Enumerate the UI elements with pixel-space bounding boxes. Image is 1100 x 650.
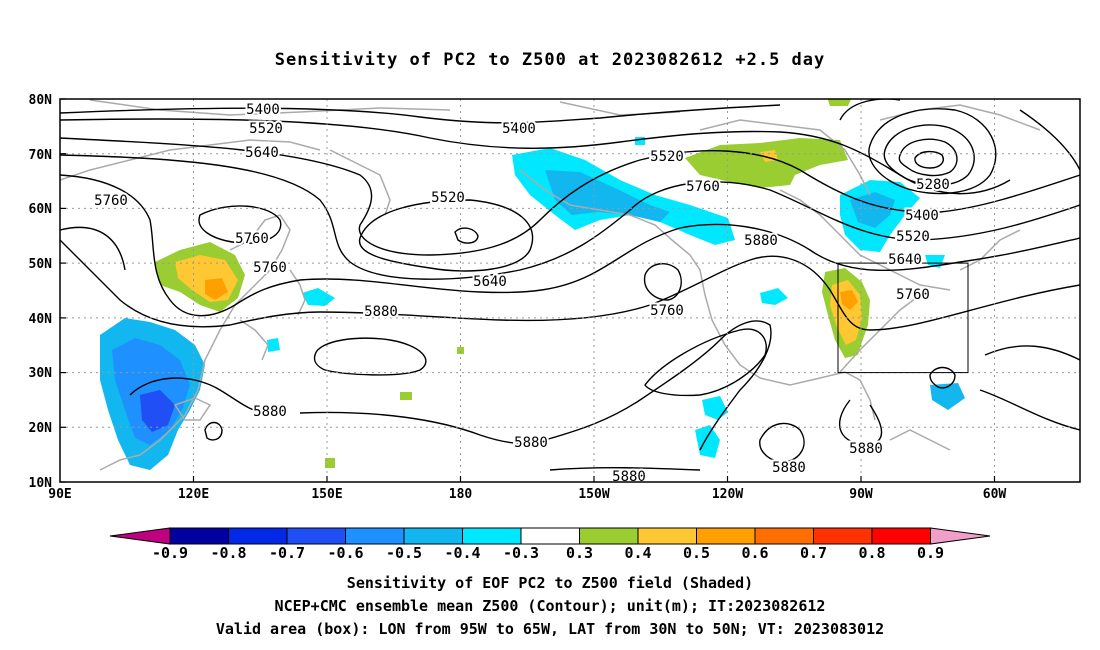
contour-label: 5520	[249, 121, 283, 137]
contour-label: 5760	[686, 179, 720, 195]
contour-label: 5880	[744, 233, 778, 249]
lon-label: 180	[449, 487, 473, 502]
lon-label: 150E	[311, 487, 342, 502]
valid-area-box	[837, 262, 969, 374]
colorbar-label: -0.7	[269, 544, 305, 562]
contour-labels: 5400 5520 5640 5760 5400 5520 5760 5760 …	[92, 100, 952, 485]
lon-label: 60W	[983, 487, 1007, 502]
lon-label: 150W	[578, 487, 609, 502]
colorbar-cell	[871, 527, 931, 545]
colorbar-label: 0.6	[741, 544, 768, 562]
lon-label: 90E	[48, 487, 71, 502]
colorbar-label: 0.4	[624, 544, 651, 562]
contour-label: 5520	[896, 229, 930, 245]
colorbar-high-arrow	[930, 527, 991, 545]
colorbar-label: -0.9	[152, 544, 188, 562]
contour-label: 5520	[431, 190, 465, 206]
caption-line-3: Valid area (box): LON from 95W to 65W, L…	[215, 620, 885, 638]
lat-label: 30N	[29, 366, 53, 381]
contour-label: 5760	[650, 303, 684, 319]
lat-label: 70N	[29, 148, 53, 163]
lon-label: 120E	[178, 487, 209, 502]
colorbar-label: 0.5	[683, 544, 710, 562]
colorbar-cell	[813, 527, 873, 545]
colorbar-cell	[286, 527, 346, 545]
contour-label: 5520	[650, 149, 684, 165]
colorbar-cell	[228, 527, 288, 545]
contour-label: 5880	[612, 469, 646, 485]
colorbar-cell	[637, 527, 697, 545]
contour-label: 5640	[473, 274, 507, 290]
caption-line-2: NCEP+CMC ensemble mean Z500 (Contour); u…	[274, 597, 826, 615]
colorbar-label: 0.7	[800, 544, 827, 562]
map-frame	[59, 98, 1081, 483]
colorbar-cell	[403, 527, 463, 545]
colorbar-label: 0.9	[917, 544, 944, 562]
shading-layer	[100, 99, 965, 470]
contour-label: 5640	[888, 252, 922, 268]
contour-label: 5400	[502, 121, 536, 137]
colorbar-label: -0.8	[210, 544, 246, 562]
colorbar-label: 0.3	[566, 544, 593, 562]
colorbar-cell	[579, 527, 639, 545]
contour-label: 5400	[246, 102, 280, 118]
latitude-labels: 80N 70N 60N 50N 40N 30N 20N 10N	[29, 93, 53, 491]
colorbar-label: -0.3	[503, 544, 539, 562]
contour-label: 5760	[896, 287, 930, 303]
lat-label: 40N	[29, 312, 53, 327]
colorbar-cell	[462, 527, 522, 545]
lat-label: 50N	[29, 257, 53, 272]
colorbar-label: 0.8	[858, 544, 885, 562]
lon-label: 120W	[712, 487, 743, 502]
contour-label: 5760	[253, 260, 287, 276]
colorbar-cell	[345, 527, 405, 545]
contour-label: 5880	[849, 441, 883, 457]
colorbar-label: -0.6	[327, 544, 363, 562]
contour-label: 5400	[905, 208, 939, 224]
contour-label: 5280	[916, 177, 950, 193]
grid	[60, 99, 1080, 482]
longitude-labels: 90E 120E 150E 180 150W 120W 90W 60W	[48, 487, 1006, 502]
lat-label: 10N	[29, 476, 53, 491]
caption-line-1: Sensitivity of EOF PC2 to Z500 field (Sh…	[346, 574, 754, 592]
coastlines	[60, 99, 1041, 471]
colorbar-label: -0.4	[444, 544, 480, 562]
lat-label: 60N	[29, 202, 53, 217]
colorbar-low-arrow	[109, 527, 171, 545]
contour-label: 5760	[94, 193, 128, 209]
lat-label: 80N	[29, 93, 53, 108]
contour-label: 5880	[364, 304, 398, 320]
colorbar-cell	[754, 527, 814, 545]
colorbar-cell	[520, 527, 580, 545]
colorbar-label: -0.5	[386, 544, 422, 562]
lon-label: 90W	[849, 487, 873, 502]
colorbar: -0.9 -0.8 -0.7 -0.6 -0.5 -0.4 -0.3 0.3 0…	[109, 527, 991, 562]
contour-label: 5880	[772, 460, 806, 476]
contour-label: 5760	[235, 231, 269, 247]
axis-ticks	[60, 98, 996, 483]
colorbar-cell	[696, 527, 756, 545]
contour-label: 5880	[253, 404, 287, 420]
contour-label: 5640	[245, 145, 279, 161]
figure-title: Sensitivity of PC2 to Z500 at 2023082612…	[274, 50, 826, 70]
contour-label: 5880	[514, 435, 548, 451]
colorbar-cell	[169, 527, 229, 545]
lat-label: 20N	[29, 421, 53, 436]
